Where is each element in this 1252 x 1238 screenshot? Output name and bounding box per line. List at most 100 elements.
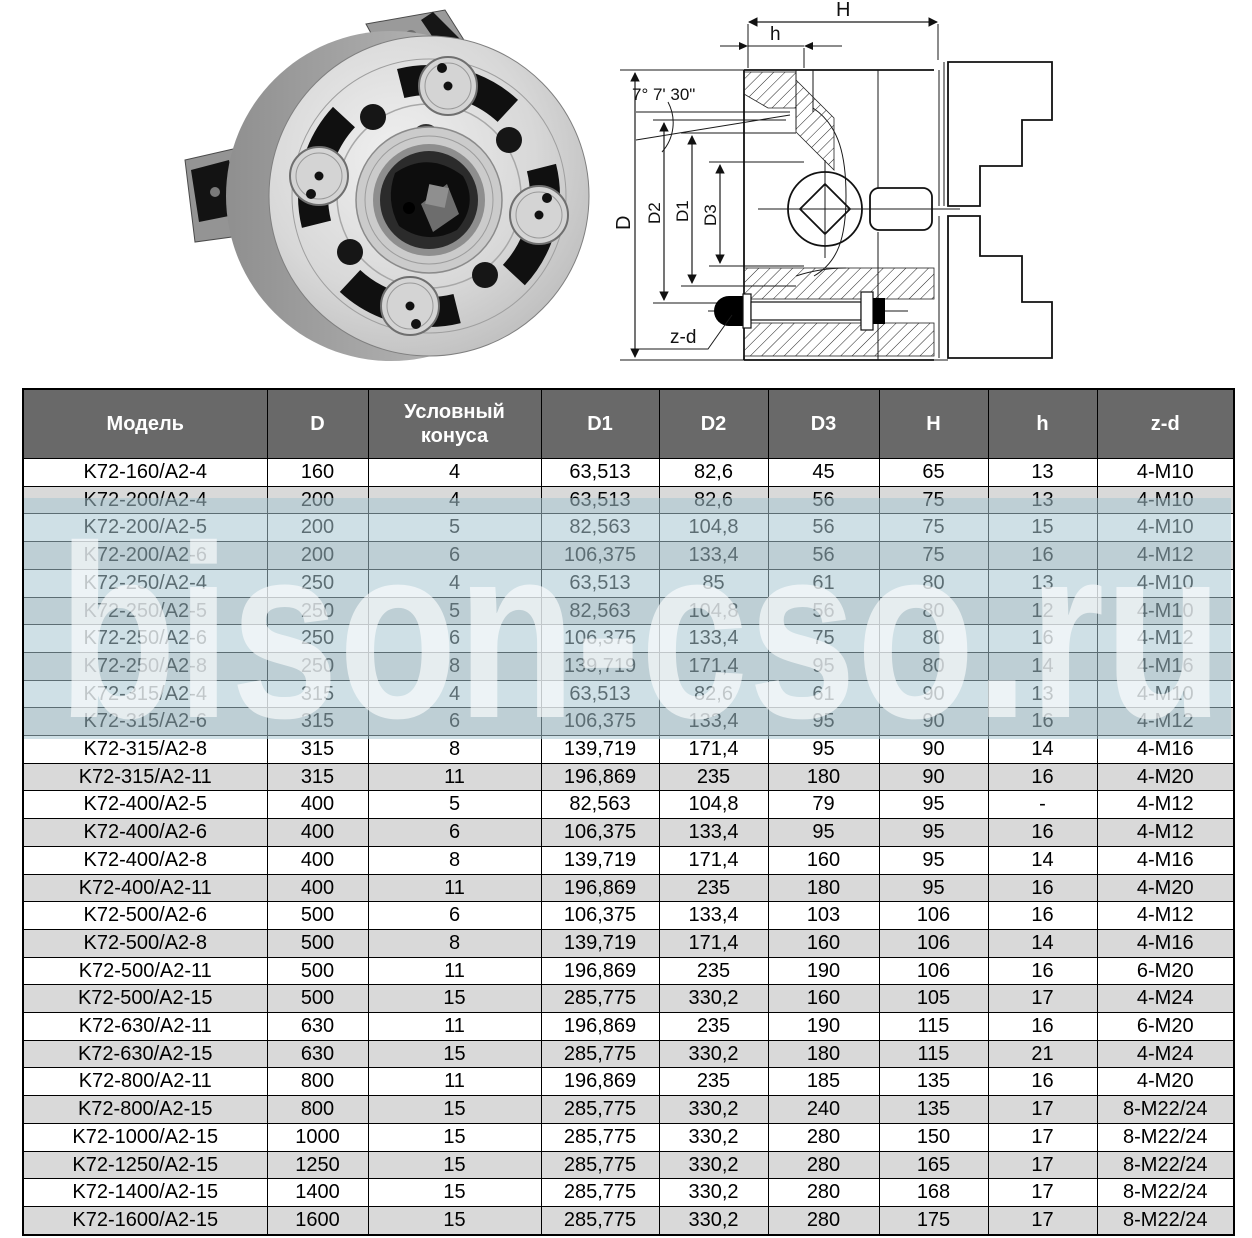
table-cell: 196,869 [540,1012,660,1041]
dim-label-D1: D1 [673,200,692,222]
table-cell: 8 [367,928,542,958]
table-cell: 14 [987,651,1098,681]
table-row: K72-250/A2-4 250 4 63,513 85 61 80 13 4-M10 [22,568,1235,598]
table-cell: K72-800/A2-15 [22,1095,268,1124]
table-cell: 106,375 [540,624,660,653]
table-cell: 5 [367,790,542,820]
jaw-bottom [947,215,1053,359]
table-cell: 63,513 [540,485,660,515]
table-cell: 16 [987,901,1098,930]
table-cell: 4-M10 [1096,568,1235,598]
table-cell: 139,719 [540,651,660,681]
dim-label-D2: D2 [645,202,664,224]
table-cell: 4-M12 [1096,901,1235,930]
table-cell: 106,375 [540,541,660,570]
table-cell: 45 [767,458,880,487]
table-cell: 15 [367,1122,542,1152]
table-cell: 280 [767,1122,880,1152]
table-cell: K72-1400/A2-15 [22,1178,268,1207]
table-cell: 200 [266,485,369,515]
table-row: K72-1600/A2-15 1600 15 285,775 330,2 280 175 17… [22,1205,1235,1236]
table-cell: 17 [987,984,1098,1014]
zd-label: z-d [670,327,696,348]
table-cell: 8-M22/24 [1096,1150,1235,1180]
table-cell: 190 [767,1012,880,1041]
table-cell: 90 [878,762,989,792]
column-header: Модель [22,388,268,459]
table-cell: K72-250/A2-4 [22,568,268,598]
table-cell: 17 [987,1150,1098,1180]
table-cell: 235 [658,1067,769,1097]
table-cell: K72-200/A2-5 [22,513,268,543]
table-cell: 4-M10 [1096,485,1235,515]
table-cell: 4-M12 [1096,624,1235,653]
table-cell: 105 [878,984,989,1014]
table-cell: 4-M24 [1096,1039,1235,1069]
table-cell: 4-M20 [1096,762,1235,792]
table-row: K72-315/A2-8 315 8 139,719 171,4 95 90 14 4-M16 [22,735,1235,764]
table-cell: 106,375 [540,818,660,847]
table-cell: 315 [266,707,369,737]
table-cell: 133,4 [658,818,769,847]
table-cell: 8-M22/24 [1096,1205,1235,1236]
table-cell: K72-315/A2-8 [22,735,268,764]
table-cell: 8 [367,845,542,875]
table-cell: 4-M12 [1096,541,1235,570]
table-cell: 103 [767,901,880,930]
table-row: K72-800/A2-11 800 11 196,869 235 185 135 16 4-M2… [22,1067,1235,1097]
table-cell: 8-M22/24 [1096,1178,1235,1207]
table-cell: 82,563 [540,513,660,543]
table-cell: 196,869 [540,762,660,792]
table-cell: 6 [367,707,542,737]
table-cell: 16 [987,1067,1098,1097]
table-cell: 4-M12 [1096,707,1235,737]
table-cell: 5 [367,513,542,543]
table-cell: 180 [767,762,880,792]
table-cell: 160 [767,845,880,875]
table-cell: 11 [367,762,542,792]
table-cell: 4-M10 [1096,458,1235,487]
table-cell: 115 [878,1012,989,1041]
table-row: K72-630/A2-11 630 11 196,869 235 190 115 16 6-M2… [22,1012,1235,1041]
table-cell: K72-500/A2-8 [22,928,268,958]
table-cell: 56 [767,513,880,543]
table-cell: 63,513 [540,568,660,598]
table-cell: 21 [987,1039,1098,1069]
table-cell: 168 [878,1178,989,1207]
table-cell: 11 [367,956,542,986]
table-cell: 6-M20 [1096,1012,1235,1041]
table-cell: 11 [367,873,542,903]
table-cell: 196,869 [540,956,660,986]
table-row: K72-200/A2-4 200 4 63,513 82,6 56 75 13 4-M10 [22,485,1235,515]
table-cell: 500 [266,956,369,986]
dim-label-H: H [836,0,850,21]
table-cell: 11 [367,1012,542,1041]
table-cell: 4-M16 [1096,735,1235,764]
table-cell: 235 [658,873,769,903]
table-cell: 75 [878,485,989,515]
table-row: K72-315/A2-4 315 4 63,513 82,6 61 90 13 4-M10 [22,679,1235,709]
table-cell: 330,2 [658,984,769,1014]
table-cell: 13 [987,458,1098,487]
table-cell: K72-500/A2-15 [22,984,268,1014]
table-cell: 65 [878,458,989,487]
table-cell: 4-M24 [1096,984,1235,1014]
table-row: K72-800/A2-15 800 15 285,775 330,2 240 135 17 8-… [22,1095,1235,1124]
table-row: K72-400/A2-5 400 5 82,563 104,8 79 95-4-M12 [22,790,1235,820]
table-row: K72-500/A2-8 500 8 139,719 171,4 160 106 14 4-M1… [22,928,1235,958]
table-cell: 285,775 [540,984,660,1014]
table-cell: 165 [878,1150,989,1180]
table-row: K72-400/A2-8 400 8 139,719 171,4 160 95 14 4-M16 [22,845,1235,875]
table-row: K72-250/A2-5 250 5 82,563 104,8 56 80 12 4-M10 [22,596,1235,626]
table-cell: 160 [266,458,369,487]
table-cell: 15 [367,1178,542,1207]
table-cell: K72-400/A2-8 [22,845,268,875]
table-cell: 90 [878,707,989,737]
table-cell: 133,4 [658,901,769,930]
table-cell: K72-500/A2-11 [22,956,268,986]
table-row: K72-1000/A2-15 1000 15 285,775 330,2 280 150 17… [22,1122,1235,1152]
table-cell: 75 [878,513,989,543]
table-cell: 196,869 [540,1067,660,1097]
table-cell: 196,869 [540,873,660,903]
table-cell: 15 [367,1205,542,1236]
